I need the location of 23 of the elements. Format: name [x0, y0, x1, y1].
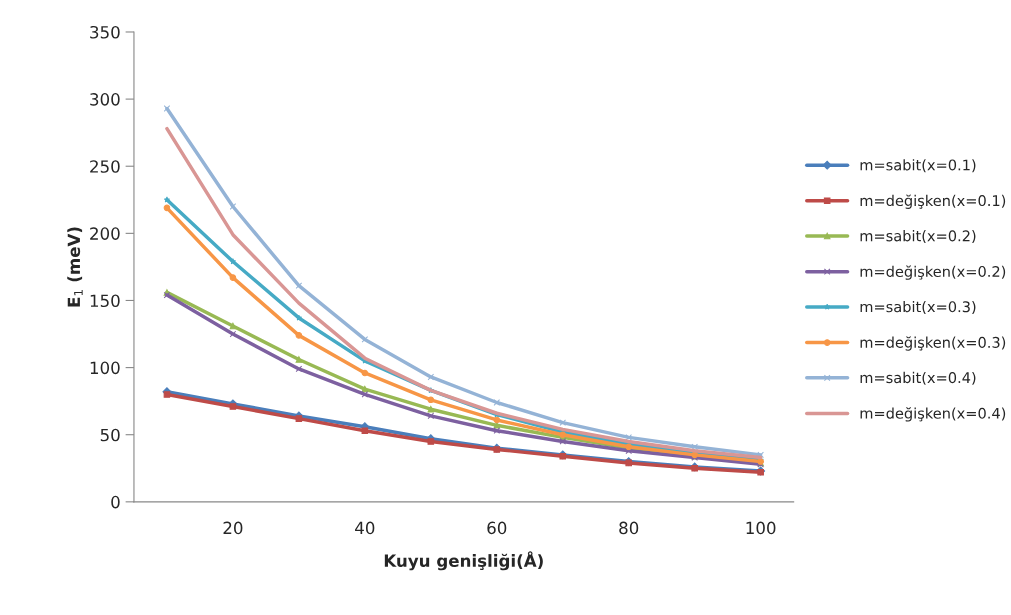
legend-label: m=değişken(x=0.2) — [860, 265, 1006, 280]
y-tick-label: 300 — [90, 93, 120, 106]
legend-label: m=değişken(x=0.3) — [860, 336, 1006, 351]
y-tick-label: 50 — [100, 428, 120, 442]
legend-label: m=sabit(x=0.3) — [860, 300, 976, 314]
x-tick-label: 100 — [746, 521, 776, 535]
y-tick-label: 100 — [90, 361, 120, 375]
y-tick-label: 350 — [90, 25, 120, 39]
x-axis-title: Kuyu genişliği(Å) — [384, 551, 543, 571]
legend-label: m=sabit(x=0.1) — [860, 159, 976, 173]
y-axis-title: E$_{1}$ (meV) — [67, 227, 83, 307]
y-tick-label: 250 — [90, 160, 120, 173]
y-tick-label: 0 — [111, 495, 120, 509]
legend-label: m=sabit(x=0.2) — [860, 230, 976, 244]
y-tick-label: 200 — [90, 227, 120, 240]
x-tick-label: 40 — [355, 521, 375, 535]
legend-label: m=sabit(x=0.4) — [860, 371, 976, 385]
y-tick-label: 150 — [90, 294, 120, 308]
x-tick-label: 60 — [487, 521, 507, 535]
x-tick-label: 80 — [619, 521, 639, 535]
legend-label: m=değişken(x=0.4) — [860, 407, 1006, 422]
x-tick-label: 20 — [223, 521, 243, 535]
legend-label: m=değişken(x=0.1) — [860, 194, 1006, 209]
